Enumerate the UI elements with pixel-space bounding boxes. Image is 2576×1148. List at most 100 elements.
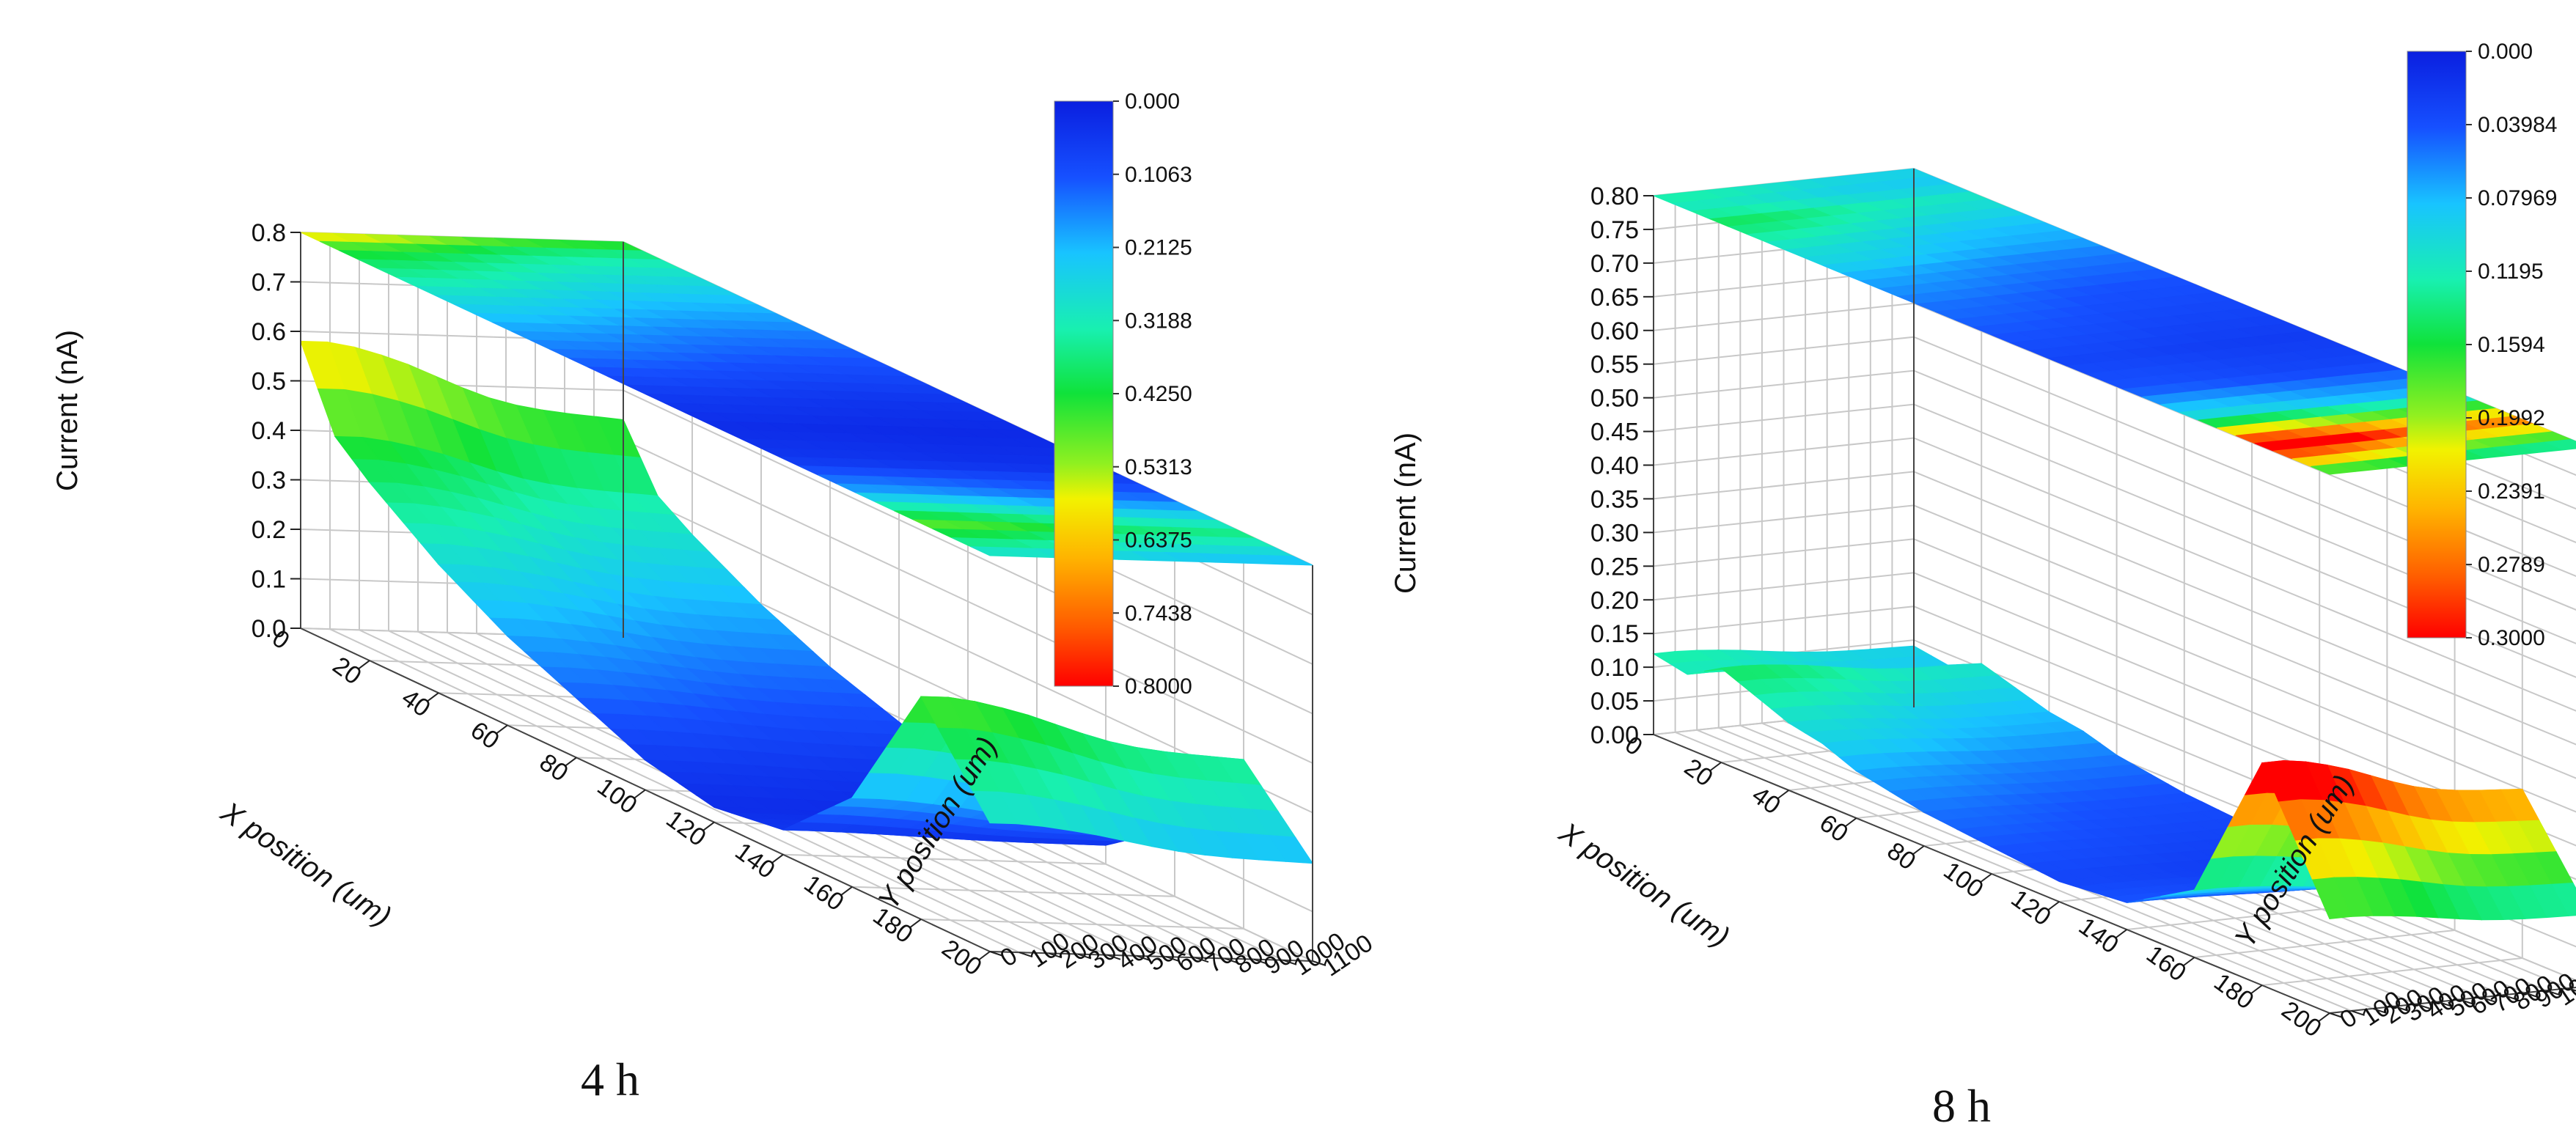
chart-8h-x-tick-mark: [2250, 985, 2263, 995]
chart-8h-z-tick-label: 0.80: [1590, 183, 1639, 210]
chart-4h-y-tick-mark: [1136, 954, 1151, 961]
chart-8h-colorbar-tick-label: 0.1992: [2478, 406, 2545, 430]
chart-4h-x-tick-label: 80: [535, 748, 573, 787]
chart-4h-y-tick-mark: [1224, 957, 1239, 964]
chart-4h: 0.0 0.1 0.2 0.3 0.4 0.5 0.6 0.7 0.8 20 40 60 80 100 12…: [51, 89, 1378, 1105]
chart-4h-x-tick-mark: [977, 951, 991, 961]
chart-8h-x-tick-label: 120: [2006, 884, 2056, 931]
chart-8h-colorbar-tick-label: 0.1594: [2478, 333, 2545, 357]
chart-8h-z-tick-label: 0.40: [1590, 452, 1639, 480]
chart-4h-y-tick-mark: [1312, 960, 1326, 966]
chart-8h-caption: 8 h: [1932, 1080, 1991, 1132]
chart-8h-z-tick-label: 0.20: [1590, 586, 1639, 614]
chart-4h-x-tick-label: 100: [592, 773, 642, 820]
chart-8h-y-tick-mark: [2568, 987, 2576, 992]
chart-8h: 0.00 0.05 0.10 0.15 0.20 0.25 0.30 0.35 0.40 0.45…: [1390, 40, 2576, 1132]
chart-4h-y-tick-label: 0: [995, 942, 1022, 973]
chart-8h-z-tick-label: 0.25: [1590, 553, 1639, 581]
chart-4h-colorbar-tick-label: 0.1063: [1125, 163, 1192, 187]
chart-4h-z-tick-label: 0.8: [252, 219, 286, 247]
chart-8h-z-axis-title: Current (nA): [1390, 433, 1422, 594]
chart-4h-x-tick-label: 20: [328, 652, 367, 691]
chart-4h-y-tick-mark: [1107, 954, 1121, 960]
chart-4h-y-tick-mark: [1165, 956, 1180, 963]
chart-4h-colorbar-tick-label: 0.7438: [1125, 601, 1192, 625]
chart-8h-y-tick-mark: [2437, 1001, 2452, 1007]
chart-4h-x-tick-mark: [840, 886, 853, 897]
chart-4h-caption: 4 h: [581, 1053, 639, 1105]
chart-4h-colorbar-tick-label: 0.2125: [1125, 236, 1192, 260]
chart-8h-top-projection: [1653, 168, 2576, 475]
chart-4h-y-tick-mark: [1019, 952, 1033, 958]
chart-4h-x-tick-label: 140: [730, 837, 779, 884]
chart-4h-x-tick-mark: [909, 919, 922, 929]
chart-8h-y-tick-mark: [2524, 992, 2539, 998]
chart-8h-x-tick-mark: [2182, 957, 2195, 967]
chart-4h-colorbar-ticks: 0.000 0.1063 0.2125 0.3188 0.4250 0.5313 0.637…: [1113, 89, 1192, 699]
chart-8h-y-tick-mark: [2546, 990, 2561, 996]
chart-8h-x-tick-mark: [2317, 1012, 2330, 1023]
chart-4h-z-axis-title: Current (nA): [51, 330, 84, 491]
chart-4h-colorbar-tick-label: 0.000: [1125, 89, 1180, 114]
chart-4h-colorbar-tick-label: 0.5313: [1125, 455, 1192, 479]
chart-8h-z-tick-label: 0.50: [1590, 385, 1639, 413]
chart-4h-z-tick-label: 0.7: [252, 269, 286, 297]
chart-8h-z-tick-label: 0.15: [1590, 620, 1639, 648]
chart-8h-colorbar-tick-label: 0.1195: [2478, 260, 2544, 284]
chart-8h-x-tick-mark: [1844, 817, 1857, 828]
chart-8h-x-tick-mark: [1709, 762, 1722, 772]
chart-8h-z-tick-label: 0.75: [1590, 216, 1639, 244]
chart-4h-colorbar: 0.000 0.1063 0.2125 0.3188 0.4250 0.5313 0.637…: [1054, 89, 1192, 699]
chart-8h-y-tick-mark: [2329, 1012, 2344, 1018]
chart-8h-ticks: 0.00 0.05 0.10 0.15 0.20 0.25 0.30 0.35 0.40 0.45…: [1590, 183, 2576, 1042]
chart-4h-x-tick-mark: [495, 724, 508, 735]
chart-8h-z-tick-label: 0.10: [1590, 654, 1639, 682]
chart-4h-x-tick-label: 200: [936, 934, 986, 981]
chart-4h-z-tick-label: 0.5: [252, 368, 286, 396]
chart-8h-z-tick-label: 0.45: [1590, 419, 1639, 446]
chart-4h-z-tick-label: 0.2: [252, 516, 286, 544]
chart-8h-x-tick-label: 160: [2141, 940, 2191, 987]
chart-8h-z-tick-label: 0.05: [1590, 688, 1639, 715]
chart-4h-x-tick-mark: [633, 789, 646, 800]
chart-8h-y-tick-mark: [2372, 1007, 2387, 1014]
chart-4h-x-tick-mark: [426, 692, 439, 703]
chart-8h-z-tick-label: 0.55: [1590, 351, 1639, 379]
chart-4h-colorbar-tick-label: 0.6375: [1125, 529, 1192, 553]
chart-8h-y-tick-mark: [2503, 994, 2517, 1001]
chart-4h-x-tick-label: 120: [661, 805, 711, 852]
chart-8h-x-tick-mark: [2114, 929, 2127, 939]
chart-8h-z-tick-label: 0.30: [1590, 519, 1639, 547]
chart-4h-x-tick-mark: [771, 853, 784, 864]
chart-4h-y-tick-mark: [989, 951, 1004, 957]
chart-4h-x-axis-title: X position (um): [215, 795, 397, 932]
chart-4h-y-tick-mark: [1077, 953, 1092, 960]
chart-4h-surface: [300, 340, 1314, 864]
chart-4h-z-tick-label: 0.0: [252, 615, 286, 643]
chart-4h-x-tick-mark: [357, 660, 370, 670]
chart-4h-colorbar-tick-label: 0.4250: [1125, 382, 1192, 406]
chart-4h-colorbar-tick-label: 0.8000: [1125, 674, 1192, 699]
chart-4h-x-tick-label: 160: [799, 869, 848, 916]
chart-4h-x-tick-mark: [702, 821, 715, 832]
chart-8h-colorbar-tick-label: 0.03984: [2478, 113, 2557, 137]
chart-8h-z-tick-label: 0.65: [1590, 284, 1639, 312]
chart-8h-y-tick-mark: [2481, 996, 2495, 1003]
chart-4h-z-tick-label: 0.1: [252, 566, 286, 594]
chart-8h-colorbar-tick-label: 0.000: [2478, 40, 2533, 64]
chart-8h-x-tick-label: 100: [1938, 856, 1988, 903]
chart-4h-z-tick-label: 0.3: [252, 467, 286, 495]
chart-4h-y-tick-mark: [1195, 957, 1209, 963]
chart-8h-x-tick-mark: [1776, 790, 1789, 800]
chart-4h-y-tick-mark: [1253, 958, 1268, 965]
chart-4h-colorbar-tick-label: 0.3188: [1125, 309, 1192, 333]
chart-8h-x-tick-mark: [1979, 873, 1992, 883]
chart-4h-frame-edge: [989, 951, 1313, 962]
chart-8h-z-tick-label: 0.35: [1590, 485, 1639, 513]
chart-4h-z-tick-label: 0.4: [252, 417, 286, 445]
chart-8h-colorbar-tick-label: 0.07969: [2478, 186, 2557, 210]
chart-4h-y-tick-mark: [1048, 952, 1063, 959]
chart-8h-x-tick-label: 200: [2276, 996, 2326, 1042]
chart-8h-x-axis-title: X position (um): [1553, 816, 1735, 953]
chart-8h-z-tick-label: 0.70: [1590, 250, 1639, 278]
